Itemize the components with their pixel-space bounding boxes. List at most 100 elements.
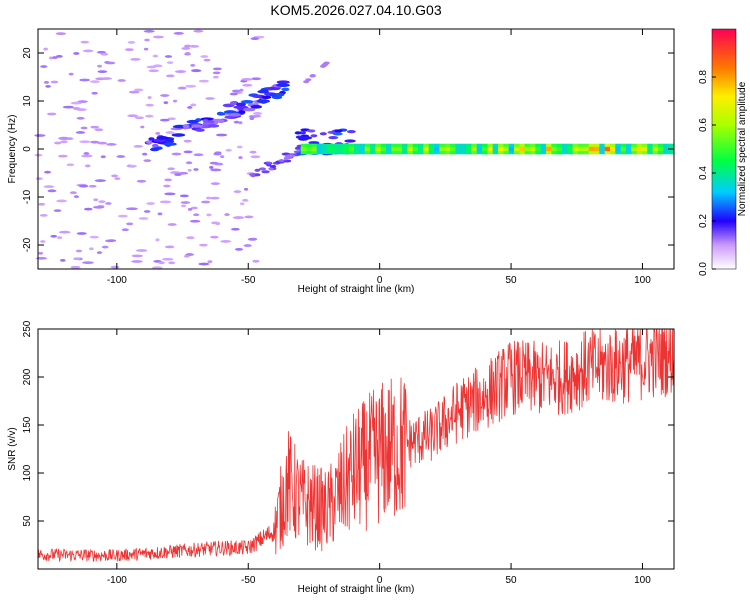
- heatmap-noise: [212, 71, 221, 75]
- snr-y-tick-label: 150: [22, 416, 33, 433]
- heatmap-noise: [193, 29, 204, 33]
- heatmap-cluster-cell: [319, 132, 327, 136]
- heatmap-branch-cell: [216, 111, 224, 116]
- heatmap-noise: [171, 152, 182, 156]
- heatmap-branch-cell: [227, 113, 241, 117]
- heatmap-noise: [100, 52, 109, 56]
- heatmap-branch-cell: [182, 124, 190, 129]
- heatmap-noise: [97, 70, 108, 74]
- heatmap-noise: [96, 251, 103, 255]
- heatmap-line-core: [407, 146, 414, 152]
- heatmap-line-core: [471, 146, 478, 152]
- heatmap-noise: [134, 116, 145, 120]
- heatmap-noise: [59, 258, 66, 262]
- heatmap-noise: [177, 86, 187, 90]
- heatmap-line-core: [455, 146, 462, 152]
- heatmap-line-core: [402, 146, 408, 152]
- heatmap-branch-cell: [241, 99, 254, 104]
- heatmap-noise: [236, 145, 243, 149]
- heatmap-noise: [94, 179, 107, 183]
- heatmap-noise: [184, 52, 191, 55]
- colorbar-gradient: [711, 28, 737, 270]
- heatmap-line-core: [375, 146, 382, 152]
- heatmap-y-label: Frequency (Hz): [7, 115, 18, 184]
- heatmap-noise: [181, 47, 191, 50]
- heatmap-noise: [200, 200, 211, 204]
- heatmap-line-core: [450, 146, 456, 152]
- heatmap-branch-cell: [195, 128, 205, 132]
- heatmap-noise: [243, 187, 249, 191]
- heatmap-noise: [43, 185, 55, 189]
- heatmap-line-core: [508, 146, 515, 152]
- heatmap-line-core: [354, 146, 360, 152]
- heatmap-noise: [74, 195, 79, 199]
- heatmap-noise: [73, 52, 80, 55]
- heatmap-line-core: [434, 146, 440, 152]
- heatmap-branch-cell: [261, 95, 272, 100]
- heatmap-noise: [239, 88, 244, 92]
- heatmap-noise: [56, 199, 67, 203]
- heatmap-noise: [186, 236, 195, 240]
- snr-x-ticks: -100 -50 0 50 100: [107, 329, 651, 586]
- heatmap-noise: [215, 133, 228, 137]
- heatmap-noise: [183, 150, 193, 154]
- heatmap-noise: [143, 159, 152, 163]
- heatmap-noise: [242, 83, 253, 87]
- heatmap-noise: [97, 141, 108, 145]
- heatmap-noise: [110, 265, 120, 269]
- colorbar-tick-label: 0.2: [698, 214, 709, 228]
- heatmap-y-tick-label: -20: [22, 237, 33, 252]
- heatmap-noise: [183, 254, 190, 258]
- heatmap-noise: [84, 164, 91, 168]
- heatmap-line-core: [476, 146, 483, 152]
- heatmap-line-core: [418, 146, 424, 152]
- colorbar-tick-label: 0.8: [698, 70, 709, 84]
- heatmap-y-tick-label: -10: [22, 189, 33, 204]
- heatmap-noise: [89, 80, 100, 84]
- heatmap-line-core: [658, 146, 664, 152]
- heatmap-branch-cell: [233, 105, 248, 110]
- snr-y-tick-label: 250: [22, 320, 33, 337]
- heatmap-noise: [164, 178, 172, 182]
- heatmap-noise: [179, 194, 189, 198]
- heatmap-noise: [138, 217, 149, 220]
- snr-content: [37, 328, 675, 563]
- heatmap-noise: [92, 205, 105, 209]
- heatmap-noise: [215, 222, 221, 226]
- heatmap-noise: [166, 61, 174, 65]
- heatmap-noise: [47, 189, 57, 193]
- heatmap-noise: [190, 206, 198, 210]
- heatmap-line-core: [615, 146, 622, 152]
- heatmap-noise: [125, 207, 138, 211]
- snr-y-tick-label: 50: [22, 515, 33, 527]
- heatmap-line-core: [391, 146, 398, 152]
- heatmap-branch-cell: [207, 124, 220, 128]
- heatmap-noise: [117, 79, 126, 82]
- heatmap-branch-cell: [223, 110, 237, 114]
- heatmap-noise: [155, 132, 161, 135]
- heatmap-branch-cell: [242, 107, 256, 112]
- heatmap-cluster-cell: [344, 139, 356, 143]
- heatmap-branch-cell: [148, 137, 155, 141]
- colorbar-ticks: 0.0 0.2 0.4 0.6 0.8: [698, 70, 716, 276]
- heatmap-line-core: [343, 146, 350, 152]
- heatmap-y-ticks: -20 -10 0 10 20: [22, 47, 674, 252]
- heatmap-noise: [89, 247, 94, 251]
- heatmap-line-core: [519, 146, 526, 152]
- heatmap-line-core: [652, 146, 659, 152]
- heatmap-noise: [82, 261, 94, 265]
- heatmap-noise: [225, 148, 232, 152]
- heatmap-y-tick-label: 20: [22, 47, 33, 59]
- heatmap-noise: [209, 166, 214, 169]
- heatmap-noise: [127, 41, 136, 44]
- heatmap-x-ticks: -100 -50 0 50 100: [107, 29, 651, 286]
- heatmap-noise: [145, 103, 154, 107]
- heatmap-line-core: [514, 146, 520, 152]
- snr-y-tick-label: 100: [22, 464, 33, 481]
- heatmap-noise: [89, 235, 99, 239]
- heatmap-noise: [73, 257, 81, 261]
- colorbar-tick-label: 0.6: [698, 118, 709, 132]
- heatmap-noise: [57, 236, 63, 239]
- heatmap-noise: [130, 165, 135, 168]
- heatmap-cluster-cell: [301, 136, 313, 140]
